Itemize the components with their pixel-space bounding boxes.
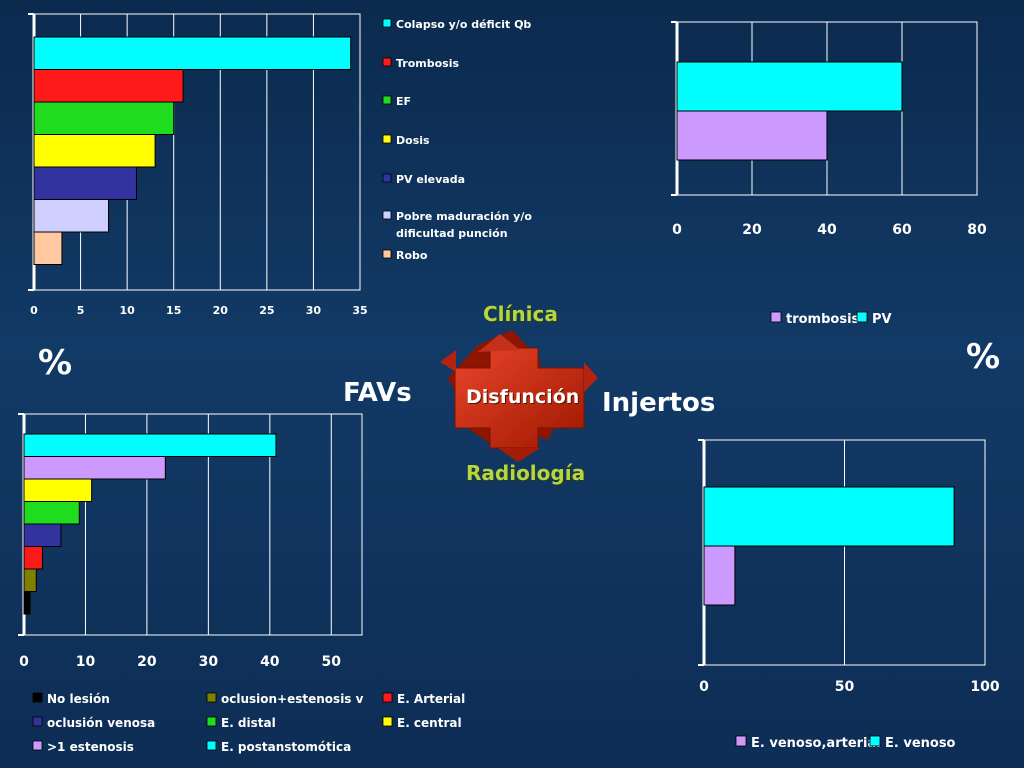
bar [33,166,137,200]
legend-label: Dosis [396,134,430,147]
legend-swatch [382,173,392,183]
legend-label: E. venoso [885,736,956,751]
legend-swatch [32,692,43,703]
legend-label: E. distal [221,716,276,730]
favs-label: FAVs [343,378,412,408]
bar [33,69,184,103]
bar [703,486,955,547]
legend-swatch [32,740,43,751]
tick-label: 15 [166,304,181,317]
chart-bl: 0 10 20 30 40 50 No lesión oclusion+estenosis v… [18,413,465,754]
legend-swatch [770,311,782,323]
legend-swatch [382,249,392,259]
legend-swatch [869,735,881,747]
disfuncion-label: Disfunción [466,386,580,408]
chart-br: 0 50 100 E. venoso,arterial E. venoso [698,439,1000,751]
tick-label: 10 [119,304,135,317]
legend-label: EF [396,95,411,108]
tick-label: 0 [699,679,709,695]
legend-label: Pobre maduración y/o [396,210,532,223]
chart-tl: 0 5 10 15 20 25 30 35 Colapso y/o déficit Qb Trom… [28,13,532,317]
tick-label: 0 [672,222,682,238]
tick-label: 0 [30,304,38,317]
legend-swatch [382,210,392,220]
legend-swatch [735,735,747,747]
legend-label: PV [872,312,892,327]
bar [33,36,352,70]
legend-swatch [382,57,392,67]
tick-label: 50 [322,654,342,670]
tick-label: 10 [76,654,96,670]
percent-label-left: % [38,343,73,383]
tick-label: 25 [259,304,274,317]
bar [23,501,80,525]
legend-swatch [382,692,393,703]
legend-label: E. central [397,716,462,730]
bar [33,231,63,265]
tick-label: 0 [19,654,29,670]
legend-label: Trombosis [396,57,459,70]
legend-swatch [206,716,217,727]
tick-label: 20 [137,654,157,670]
bar [23,523,62,547]
disfuncion-arrow-icon [440,330,598,462]
tick-label: 80 [967,222,987,238]
bar [23,433,277,457]
tick-label: 20 [213,304,229,317]
tick-label: 60 [892,222,912,238]
bar [33,134,156,168]
legend-label: trombosis [786,312,860,327]
legend-label: Robo [396,249,428,262]
legend-label: No lesión [47,692,110,706]
bar [23,568,37,592]
legend-label: E. postanstomótica [221,740,351,754]
bar [676,110,828,161]
tick-label: 20 [742,222,762,238]
legend-label: E. Arterial [397,692,465,706]
legend-swatch [206,692,217,703]
legend-swatch [382,716,393,727]
tick-label: 50 [835,679,855,695]
percent-label-right: % [966,337,1001,377]
radiologia-label: Radiología [466,461,586,485]
bar [33,101,175,135]
legend-label: PV elevada [396,173,465,186]
tick-label: 40 [260,654,280,670]
legend-label: >1 estenosis [47,740,134,754]
legend-label: dificultad punción [396,227,508,240]
tick-label: 40 [817,222,837,238]
bar [33,199,110,233]
legend-label: Colapso y/o déficit Qb [396,18,531,31]
tick-label: 5 [77,304,85,317]
tick-label: 30 [199,654,219,670]
legend-label: E. venoso,arterial [751,736,881,751]
tick-label: 30 [306,304,322,317]
legend-label: oclusion+estenosis v [221,692,364,706]
legend-swatch [382,134,392,144]
legend-swatch [856,311,868,323]
bar [676,61,903,112]
bar [23,591,31,615]
chart-tr: 0 20 40 60 80 trombosis PV [671,21,987,327]
legend-swatch [382,95,392,105]
legend-swatch [382,18,392,28]
legend-swatch [206,740,217,751]
legend-swatch [32,716,43,727]
bar [23,478,93,502]
injertos-label: Injertos [602,388,716,418]
bar [23,456,166,480]
bar [703,545,736,606]
bar [23,546,43,570]
clinica-label: Clínica [483,302,558,326]
tick-label: 100 [970,679,999,695]
tick-label: 35 [352,304,367,317]
legend-label: oclusión venosa [47,716,155,730]
